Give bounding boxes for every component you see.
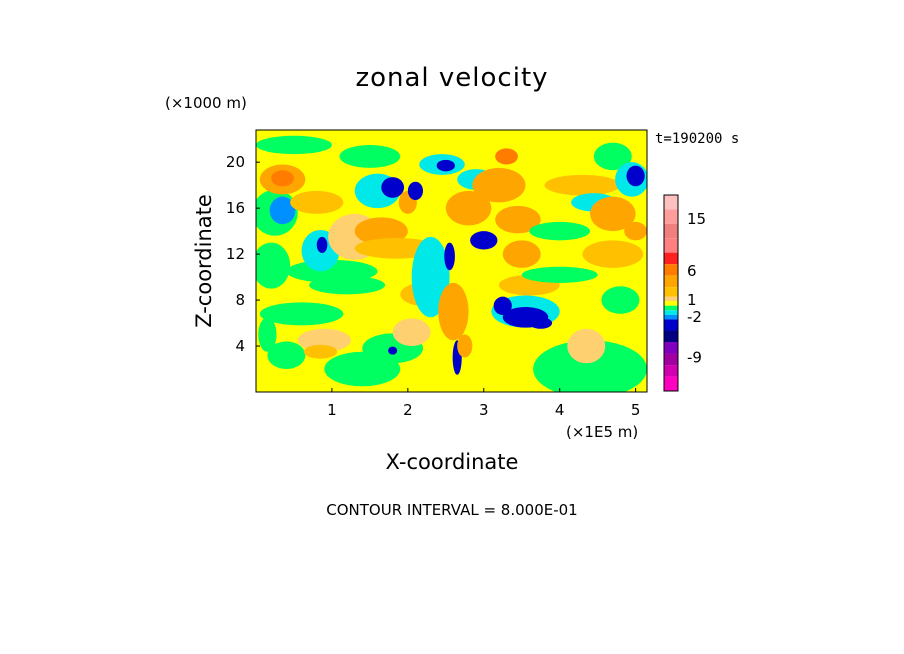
contour-region-56 — [601, 286, 640, 314]
contour-region-30 — [436, 159, 455, 172]
contour-region-45 — [493, 296, 512, 316]
colorbar-tick-label-4: -9 — [687, 348, 702, 366]
contour-region-8 — [271, 170, 294, 187]
y-tick-label-20: 20 — [226, 153, 245, 171]
contour-region-46 — [529, 317, 553, 329]
contour-region-32 — [444, 242, 455, 271]
contour-region-26 — [388, 346, 398, 355]
y-tick-label-16: 16 — [226, 199, 245, 217]
contour-region-59 — [626, 165, 645, 187]
x-units-label: (×1E5 m) — [566, 423, 638, 441]
contour-region-54 — [590, 196, 636, 232]
colorbar-band-15 — [664, 342, 678, 354]
colorbar-band-3 — [664, 238, 678, 253]
contour-region-1 — [258, 317, 277, 352]
colorbar-tick-label-3: -2 — [687, 308, 702, 326]
y-tick-label-4: 4 — [235, 337, 245, 355]
contour-region-40 — [495, 148, 518, 165]
colorbar-tick-label-2: 1 — [687, 291, 697, 309]
colorbar-band-6 — [664, 275, 678, 288]
contour-region-50 — [533, 340, 647, 392]
colorbar-band-12 — [664, 314, 678, 320]
contour-region-0 — [256, 242, 291, 289]
contour-region-14 — [303, 344, 338, 359]
x-tick-label-4: 4 — [555, 401, 565, 419]
contour-region-39 — [472, 167, 526, 203]
contour-region-9 — [256, 135, 332, 155]
contour-region-33 — [438, 282, 469, 341]
y-axis-title: Z-coordinate — [192, 194, 216, 328]
contour-region-60 — [624, 221, 647, 241]
colorbar-band-1 — [664, 209, 678, 224]
colorbar-frame — [663, 194, 679, 392]
colorbar-band-9 — [664, 301, 678, 306]
x-tick-label-1: 1 — [327, 401, 337, 419]
contour-region-11 — [316, 236, 328, 253]
colorbar — [664, 195, 678, 391]
y-tick-label-12: 12 — [226, 245, 245, 263]
x-tick-label-3: 3 — [479, 401, 489, 419]
contour-region-57 — [593, 142, 632, 171]
colorbar-band-4 — [664, 252, 678, 265]
y-axis-ticks: 4 8 12 16 20 — [226, 153, 260, 355]
colorbar-band-0 — [664, 195, 678, 210]
contour-region-51 — [567, 328, 606, 364]
colorbar-band-16 — [664, 353, 678, 366]
colorbar-band-5 — [664, 264, 678, 276]
colorbar-band-10 — [664, 305, 678, 311]
contour-region-36 — [445, 190, 492, 226]
x-axis-title: X-coordinate — [386, 450, 519, 474]
contour-region-13 — [297, 328, 351, 352]
colorbar-tick-label-0: 15 — [687, 210, 706, 228]
contour-region-55 — [582, 240, 644, 268]
colorbar-band-8 — [664, 296, 678, 302]
contour-region-42 — [502, 240, 541, 268]
contour-region-17 — [339, 144, 401, 168]
colorbar-band-11 — [664, 310, 678, 315]
contour-region-12 — [290, 190, 344, 214]
contour-region-41 — [495, 205, 541, 234]
contour-region-27 — [392, 318, 431, 347]
contour-region-31 — [411, 236, 450, 318]
plot-area — [256, 130, 647, 392]
y-units-label: (×1000 m) — [165, 94, 247, 112]
plot-frame — [255, 129, 648, 393]
contour-region-38 — [470, 231, 498, 250]
time-label: t=190200 s — [655, 131, 739, 147]
contour-interval-label: CONTOUR INTERVAL = 8.000E-01 — [326, 501, 577, 519]
contour-region-22 — [381, 177, 405, 198]
colorbar-band-7 — [664, 287, 678, 297]
contour-region-49 — [521, 266, 598, 283]
colorbar-band-14 — [664, 330, 678, 342]
contour-region-19 — [354, 217, 408, 245]
contour-region-24 — [407, 181, 424, 201]
contour-region-48 — [529, 221, 591, 241]
colorbar-band-18 — [664, 376, 678, 391]
y-tick-label-8: 8 — [235, 291, 245, 309]
colorbar-band-2 — [664, 223, 678, 239]
colorbar-ticks: 15 6 1-2 -9 — [687, 210, 706, 366]
x-axis-ticks: 1 2 3 4 5 — [327, 388, 640, 419]
contour-region-3 — [259, 302, 344, 326]
contour-region-16 — [309, 275, 386, 295]
x-tick-label-2: 2 — [403, 401, 413, 419]
contour-region-6 — [269, 196, 296, 225]
colorbar-tick-label-1: 6 — [687, 262, 697, 280]
contour-region-2 — [267, 341, 306, 370]
contour-region-52 — [544, 174, 621, 196]
colorbar-band-17 — [664, 365, 678, 377]
colorbar-band-13 — [664, 319, 678, 331]
x-tick-label-5: 5 — [631, 401, 641, 419]
chart-title: zonal velocity — [355, 63, 548, 93]
contour-region-35 — [457, 334, 473, 358]
